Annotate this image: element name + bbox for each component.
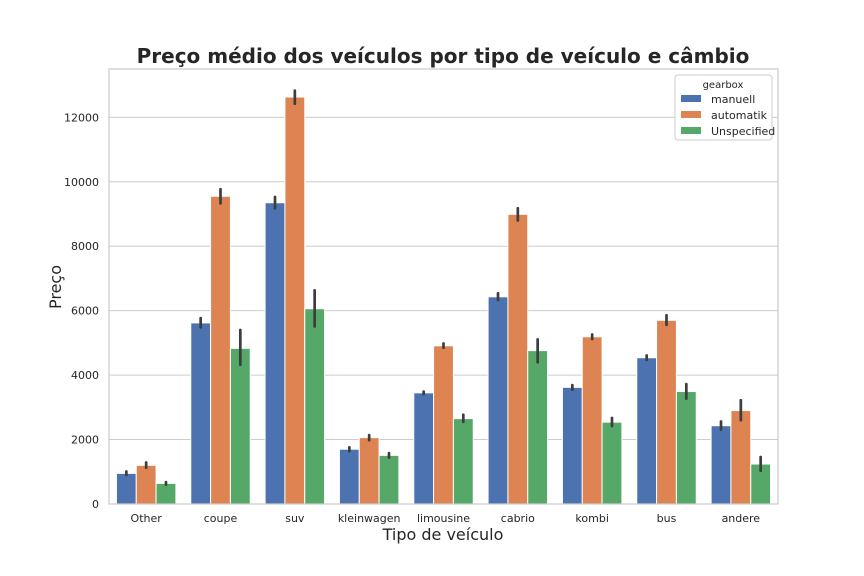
y-tick-label: 10000 — [64, 176, 99, 189]
bar — [135, 464, 157, 505]
legend-swatch — [681, 95, 701, 102]
bar — [304, 308, 326, 505]
legend-swatch — [681, 127, 701, 134]
bar — [358, 437, 380, 505]
bar — [378, 454, 400, 505]
legend-label: automatik — [711, 109, 768, 122]
bar — [229, 347, 251, 505]
bar — [636, 357, 658, 505]
bar — [581, 336, 603, 505]
bar — [710, 425, 732, 505]
bar — [527, 350, 549, 505]
x-tick-label: Other — [131, 512, 163, 525]
legend-label: Unspecified — [711, 125, 775, 138]
x-axis-label: Tipo de veículo — [382, 525, 504, 544]
bar — [601, 421, 623, 505]
bar — [452, 418, 474, 505]
bar — [190, 322, 212, 505]
error-bars — [124, 89, 763, 487]
chart-title: Preço médio dos veículos por tipo de veí… — [137, 44, 750, 68]
bar — [730, 410, 752, 505]
y-axis-label: Preço — [46, 265, 65, 309]
legend-box — [674, 74, 773, 141]
x-tick-label: kombi — [575, 512, 608, 525]
y-tick-label: 2000 — [71, 434, 99, 447]
x-tick-label: bus — [657, 512, 677, 525]
x-tick-label: kleinwagen — [338, 512, 401, 525]
bar — [413, 392, 435, 505]
bar — [264, 202, 286, 505]
legend: gearbox manuell automatik Unspecified — [674, 74, 775, 141]
bar — [155, 482, 177, 505]
legend-title: gearbox — [703, 80, 744, 91]
legend-items: manuell automatik Unspecified — [681, 93, 775, 138]
bar — [115, 472, 137, 505]
x-tick-label: suv — [285, 512, 305, 525]
x-tick-label: limousine — [417, 512, 470, 525]
tick-labels: 0 2000 4000 6000 8000 10000 12000 Other coupe suv… — [64, 111, 760, 525]
legend-swatch — [681, 111, 701, 118]
bars — [115, 96, 772, 505]
legend-label: manuell — [711, 93, 755, 106]
x-tick-label: andere — [722, 512, 761, 525]
bar — [433, 345, 454, 505]
y-tick-label: 4000 — [71, 369, 99, 382]
bar — [487, 296, 509, 505]
bar — [656, 319, 677, 505]
bar — [561, 386, 583, 505]
x-tick-label: cabrio — [501, 512, 535, 525]
bar — [284, 96, 306, 505]
plot-frame — [108, 68, 779, 505]
y-tick-label: 12000 — [64, 111, 99, 124]
bar — [338, 448, 360, 505]
bar — [507, 213, 529, 505]
x-tick-label: coupe — [204, 512, 238, 525]
bar — [675, 391, 697, 505]
y-tick-label: 8000 — [71, 240, 99, 253]
y-tick-label: 6000 — [71, 305, 99, 318]
bar — [210, 195, 231, 505]
y-tick-label: 0 — [92, 498, 99, 511]
